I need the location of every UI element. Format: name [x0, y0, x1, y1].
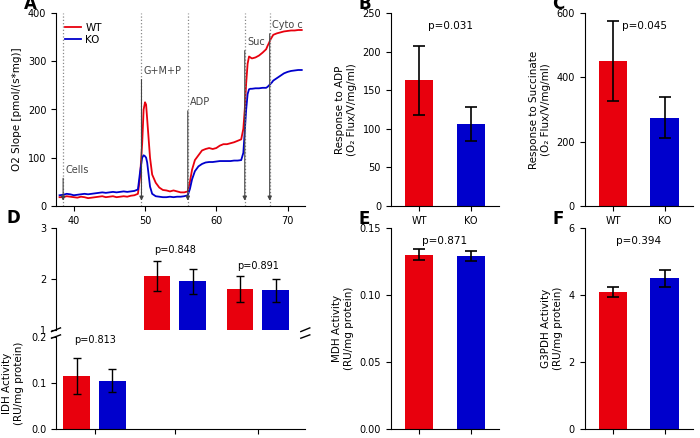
WT	[138, 141, 146, 146]
KO	[136, 170, 144, 175]
KO	[134, 187, 142, 192]
Bar	[227, 289, 253, 381]
Y-axis label: G3PDH Activity
(RU/mg protein): G3PDH Activity (RU/mg protein)	[542, 287, 563, 370]
Text: Cyto c: Cyto c	[272, 20, 302, 30]
KO	[176, 194, 185, 199]
KO	[248, 86, 256, 92]
Text: p=0.394: p=0.394	[616, 236, 662, 246]
Y-axis label: O2 Slope [pmol/(s*mg)]: O2 Slope [pmol/(s*mg)]	[12, 48, 22, 171]
Bar	[405, 254, 433, 429]
Text: Suc: Suc	[247, 37, 265, 47]
Line: KO: KO	[60, 70, 302, 197]
X-axis label: Time [min]: Time [min]	[150, 231, 211, 241]
WT	[136, 174, 144, 180]
Y-axis label: Response to ADP
(O₂ Flux/V/mg/ml): Response to ADP (O₂ Flux/V/mg/ml)	[335, 63, 357, 156]
KO	[159, 194, 167, 200]
Bar	[179, 281, 206, 381]
KO	[294, 67, 302, 73]
Text: ADP: ADP	[190, 97, 210, 107]
Bar	[144, 276, 170, 381]
Bar	[650, 278, 679, 429]
Text: A: A	[24, 0, 36, 13]
WT	[55, 194, 64, 200]
Line: WT: WT	[60, 30, 302, 198]
Text: G+M+P: G+M+P	[144, 66, 181, 76]
Bar	[598, 61, 627, 206]
Bar	[262, 290, 289, 381]
WT	[84, 195, 92, 201]
Text: F: F	[552, 210, 564, 228]
KO	[255, 86, 263, 91]
Y-axis label: Response to Succinate
(O₂ Flux/V/mg/ml): Response to Succinate (O₂ Flux/V/mg/ml)	[529, 50, 551, 169]
Text: D: D	[6, 208, 20, 226]
KO	[123, 189, 132, 194]
Text: B: B	[358, 0, 371, 13]
Bar	[64, 376, 90, 429]
Text: C: C	[552, 0, 564, 13]
WT	[298, 27, 306, 33]
WT	[248, 56, 256, 61]
KO	[55, 193, 64, 198]
Bar	[456, 256, 485, 429]
Bar	[456, 124, 485, 206]
Bar	[650, 117, 679, 206]
Y-axis label: IDH Activity
(RU/mg protein): IDH Activity (RU/mg protein)	[2, 341, 24, 424]
KO	[298, 67, 306, 73]
WT	[176, 190, 185, 195]
Y-axis label: MDH Activity
(RU/mg protein): MDH Activity (RU/mg protein)	[332, 287, 354, 370]
Legend: WT, KO: WT, KO	[61, 18, 106, 49]
WT	[127, 193, 135, 198]
Text: p=0.848: p=0.848	[154, 245, 196, 255]
WT	[255, 53, 263, 58]
Text: p=0.813: p=0.813	[74, 336, 116, 346]
Text: E: E	[358, 210, 370, 228]
Text: p=0.891: p=0.891	[237, 261, 279, 271]
Text: p=0.045: p=0.045	[622, 21, 666, 31]
Text: p=0.031: p=0.031	[428, 21, 473, 31]
Bar	[598, 292, 627, 429]
Bar	[405, 80, 433, 206]
Bar	[99, 381, 126, 429]
WT	[294, 27, 302, 33]
Text: p=0.871: p=0.871	[422, 236, 468, 246]
Text: Cells: Cells	[65, 165, 89, 175]
